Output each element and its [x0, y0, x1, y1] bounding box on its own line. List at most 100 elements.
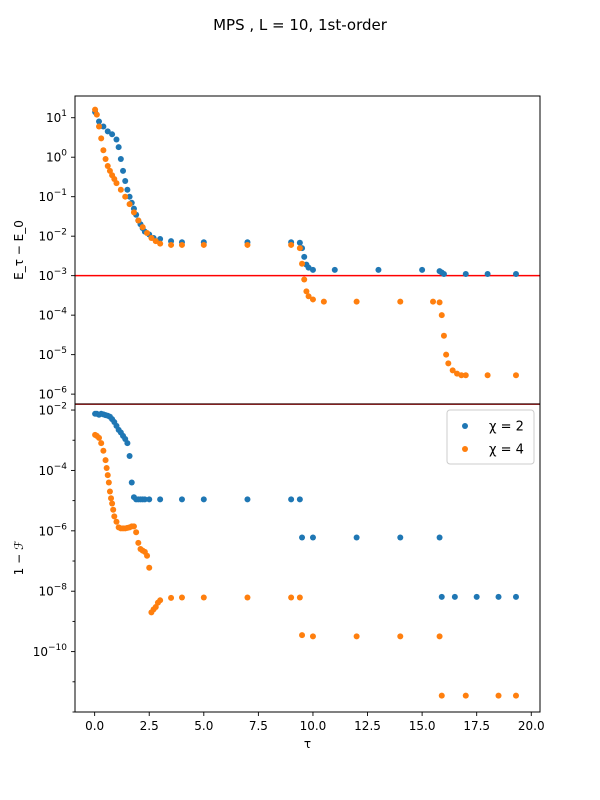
top-series-1-point: [139, 224, 146, 231]
top-series-0-point: [117, 156, 124, 163]
bottom-series-0-point: [128, 479, 135, 486]
bottom-series-0-point: [473, 593, 480, 600]
top-y-tick-label: 10−5: [38, 346, 67, 362]
bottom-series-1-point: [105, 479, 112, 486]
legend-marker-0: [462, 423, 468, 429]
legend: χ = 2 χ = 4: [446, 409, 535, 465]
bottom-series-1-point: [96, 434, 103, 441]
top-series-1-point: [96, 123, 103, 130]
top-series-1-point: [200, 241, 207, 248]
bottom-series-1-point: [135, 539, 142, 546]
bottom-series-0-point: [296, 496, 303, 503]
top-series-1-point: [445, 360, 452, 367]
top-series-1-point: [126, 201, 133, 208]
bottom-series-0-point: [438, 593, 445, 600]
bottom-series-1-point: [436, 633, 443, 640]
bottom-series-1-point: [495, 692, 502, 699]
top-series-1-point: [100, 147, 107, 154]
bottom-series-1-point: [104, 472, 111, 479]
bottom-series-0-point: [436, 534, 443, 541]
top-series-1-point: [449, 367, 456, 374]
bottom-series-1-point: [130, 523, 137, 530]
top-series-0-point: [104, 128, 111, 135]
bottom-series-1: [92, 431, 519, 699]
bottom-y-axis-label: 1 − ℱ: [12, 540, 26, 575]
top-series-1-point: [102, 156, 109, 163]
top-series-0-point: [296, 239, 303, 246]
bottom-series-0-point: [141, 496, 148, 503]
legend-box: [446, 409, 535, 465]
bottom-series-1-point: [98, 440, 105, 447]
bottom-series-1-point: [144, 552, 151, 559]
top-series-0-point: [113, 136, 120, 143]
top-series-1-point: [512, 372, 519, 379]
top-series-0-point: [484, 271, 491, 278]
top-y-tick-label: 10−3: [38, 267, 67, 283]
top-series-1-point: [98, 135, 105, 142]
top-series-1-point: [320, 298, 327, 305]
top-series-0-point: [440, 271, 447, 278]
top-series-1-point: [93, 111, 100, 118]
bottom-series-0-point: [299, 534, 306, 541]
bottom-series-0-point: [244, 496, 251, 503]
bottom-series-0-point: [157, 496, 164, 503]
bottom-series-1-point: [157, 597, 164, 604]
bottom-series-1-point: [103, 465, 110, 472]
bottom-series-1-point: [100, 447, 107, 454]
top-series-1-point: [462, 372, 469, 379]
bottom-series-0-point: [124, 440, 131, 447]
top-panel: 101 100 10−1 10−2 10−3 10−4 10−5 10−6 E_τ − E_0: [12, 95, 541, 405]
bottom-series-1-point: [438, 692, 445, 699]
top-series-0-point: [126, 193, 133, 200]
top-series-0-point: [419, 266, 426, 273]
top-series-0-point: [462, 271, 469, 278]
top-series-0-point: [120, 167, 127, 174]
top-series-1-point: [288, 241, 295, 248]
bottom-series-1-point: [111, 513, 118, 520]
bottom-series-0-point: [200, 496, 207, 503]
top-y-tick-label: 10−2: [38, 228, 67, 244]
top-series-1-point: [168, 241, 175, 248]
top-series-0-point: [512, 271, 519, 278]
top-series-1-point: [353, 298, 360, 305]
bottom-series-0-point: [451, 593, 458, 600]
bottom-series-1-point: [288, 594, 295, 601]
top-series-0-point: [96, 118, 103, 125]
top-series-1-point: [104, 162, 111, 169]
top-series-1: [92, 106, 519, 379]
top-series-1-point: [244, 241, 251, 248]
bottom-series-0-point: [126, 453, 133, 460]
top-series-0-point: [375, 266, 382, 273]
top-series-1-point: [443, 351, 450, 358]
top-series-0-point: [309, 266, 316, 273]
top-series-1-point: [484, 372, 491, 379]
top-y-tick-label: 100: [46, 149, 67, 165]
x-axis-label: τ: [304, 737, 311, 751]
top-series-0-point: [122, 177, 129, 184]
bottom-series-1-point: [462, 692, 469, 699]
bottom-series-1-point: [102, 457, 109, 464]
top-y-axis-label: E_τ − E_0: [12, 220, 26, 280]
top-series-1-point: [296, 245, 303, 252]
top-series-1-point: [148, 234, 155, 241]
top-series-1-point: [178, 241, 185, 248]
top-series-1-point: [117, 186, 124, 193]
top-y-tick-label: 10−6: [38, 386, 67, 402]
bottom-series-1-point: [109, 500, 116, 507]
top-series-1-point: [438, 312, 445, 319]
top-series-1-point: [113, 180, 120, 187]
bottom-series-1-point: [146, 564, 153, 571]
x-tick-label: 2.5: [140, 719, 159, 733]
legend-label-1: χ = 4: [489, 443, 524, 458]
top-series-0-point: [115, 144, 122, 151]
top-series-1-point: [303, 288, 310, 295]
top-series-1-point: [305, 293, 312, 300]
top-series-1-point: [152, 238, 159, 245]
top-y-tick-label: 10−1: [38, 188, 67, 204]
x-tick-label: 0.0: [85, 719, 104, 733]
bottom-series-0-point: [288, 496, 295, 503]
bottom-series-1-point: [200, 594, 207, 601]
top-series-1-point: [430, 298, 437, 305]
bottom-series-1-point: [106, 488, 113, 495]
bottom-series-1-point: [113, 518, 120, 525]
